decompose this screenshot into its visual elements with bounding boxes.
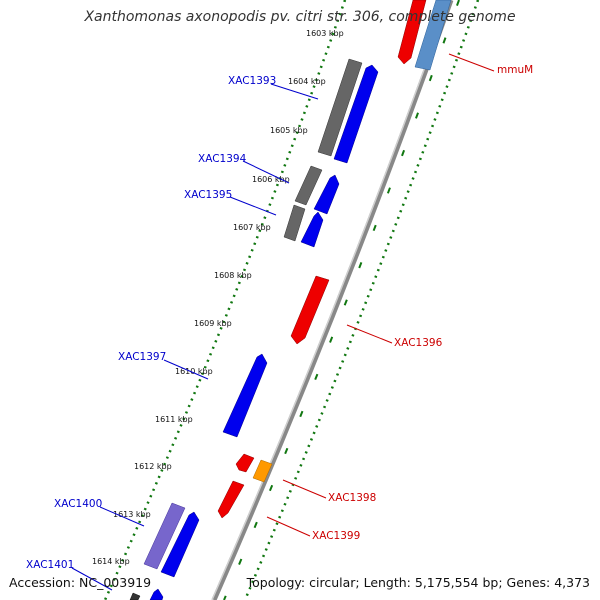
- label-leaders: [71, 53, 495, 591]
- leader-XAC1395: [229, 196, 277, 216]
- gene-XAC1399-red[interactable]: [217, 480, 245, 519]
- gene-XAC1400-blue[interactable]: [160, 511, 200, 578]
- gene-XAC1401-blue[interactable]: [149, 588, 164, 600]
- gene-XAC1396-red[interactable]: [290, 275, 330, 345]
- tick-label: 1604 kbp: [288, 77, 326, 86]
- leader-XAC1393: [270, 83, 319, 100]
- gene-XAC1395-blue[interactable]: [300, 211, 324, 248]
- gene-XAC1400-purple[interactable]: [143, 502, 186, 570]
- tick-label: 1606 kbp: [252, 175, 290, 184]
- gene-XAC1398-orange[interactable]: [252, 459, 273, 483]
- leader-mmuM: [448, 53, 495, 72]
- leader-XAC1398: [282, 479, 327, 499]
- gene-labels: XAC1393 XAC1394 XAC1395 XAC1397 XAC1400 …: [26, 64, 533, 571]
- gene-label-XAC1399[interactable]: XAC1399: [312, 530, 360, 542]
- tick-label: 1608 kbp: [214, 271, 252, 280]
- tick-label: 1603 kbp: [306, 29, 344, 38]
- gene-label-XAC1401[interactable]: XAC1401: [26, 559, 74, 571]
- accession-text: Accession: NC_003919: [9, 575, 152, 590]
- leader-XAC1394: [242, 160, 290, 184]
- gene-XAC1397-blue[interactable]: [222, 353, 268, 438]
- gene-label-XAC1396[interactable]: XAC1396: [394, 337, 443, 349]
- genome-backbone: [211, 0, 454, 600]
- gene-XAC1394-gray[interactable]: [294, 165, 323, 206]
- gene-label-XAC1393[interactable]: XAC1393: [228, 75, 276, 87]
- gene-XAC1398-red[interactable]: [235, 453, 255, 473]
- gene-XAC1395-gray[interactable]: [283, 204, 306, 242]
- tick-label: 1605 kbp: [270, 126, 308, 135]
- tick-label: 1609 kbp: [194, 319, 232, 328]
- gene-label-XAC1397[interactable]: XAC1397: [118, 351, 166, 363]
- leader-XAC1399: [266, 516, 311, 537]
- gene-XAC1393-blue[interactable]: [333, 64, 379, 164]
- tick-label: 1614 kbp: [92, 557, 130, 566]
- genome-backbone-highlight: [211, 0, 450, 600]
- leader-XAC1400: [99, 506, 145, 527]
- tick-label: 1611 kbp: [155, 415, 193, 424]
- tick-label: 1612 kbp: [134, 462, 172, 471]
- forward-strand-genes: [129, 58, 379, 600]
- tick-label: 1607 kbp: [233, 223, 271, 232]
- leader-XAC1396: [346, 324, 393, 344]
- gene-label-XAC1394[interactable]: XAC1394: [198, 153, 247, 165]
- gene-label-XAC1395[interactable]: XAC1395: [184, 189, 232, 201]
- gene-mmuM-steelblue[interactable]: [414, 0, 452, 71]
- gene-label-XAC1398[interactable]: XAC1398: [328, 492, 376, 504]
- leader-XAC1401: [71, 567, 113, 591]
- tick-label: 1610 kbp: [175, 367, 213, 376]
- tick-label: 1613 kbp: [113, 510, 151, 519]
- gene-label-XAC1400[interactable]: XAC1400: [54, 498, 102, 510]
- ruler-tick-labels: 1603 kbp 1604 kbp 1605 kbp 1606 kbp 1607…: [92, 29, 344, 566]
- map-title: Xanthomonas axonopodis pv. citri str. 30…: [84, 9, 516, 25]
- ruler-ring-outer: [103, 0, 347, 600]
- feature-ring-reverse-dashes: [223, 0, 460, 600]
- gene-XAC1394-blue[interactable]: [313, 174, 340, 215]
- genome-summary-text: Topology: circular; Length: 5,175,554 bp…: [246, 575, 590, 590]
- leader-XAC1397: [163, 359, 209, 380]
- gene-XAC1393-gray[interactable]: [317, 58, 363, 157]
- reverse-strand-genes: [217, 0, 452, 519]
- gene-XAC1401-gray[interactable]: [129, 592, 141, 600]
- ruler-ring-inner: [203, 0, 447, 600]
- gene-mmuM-red[interactable]: [397, 0, 427, 65]
- gene-label-mmuM[interactable]: mmuM: [497, 64, 533, 76]
